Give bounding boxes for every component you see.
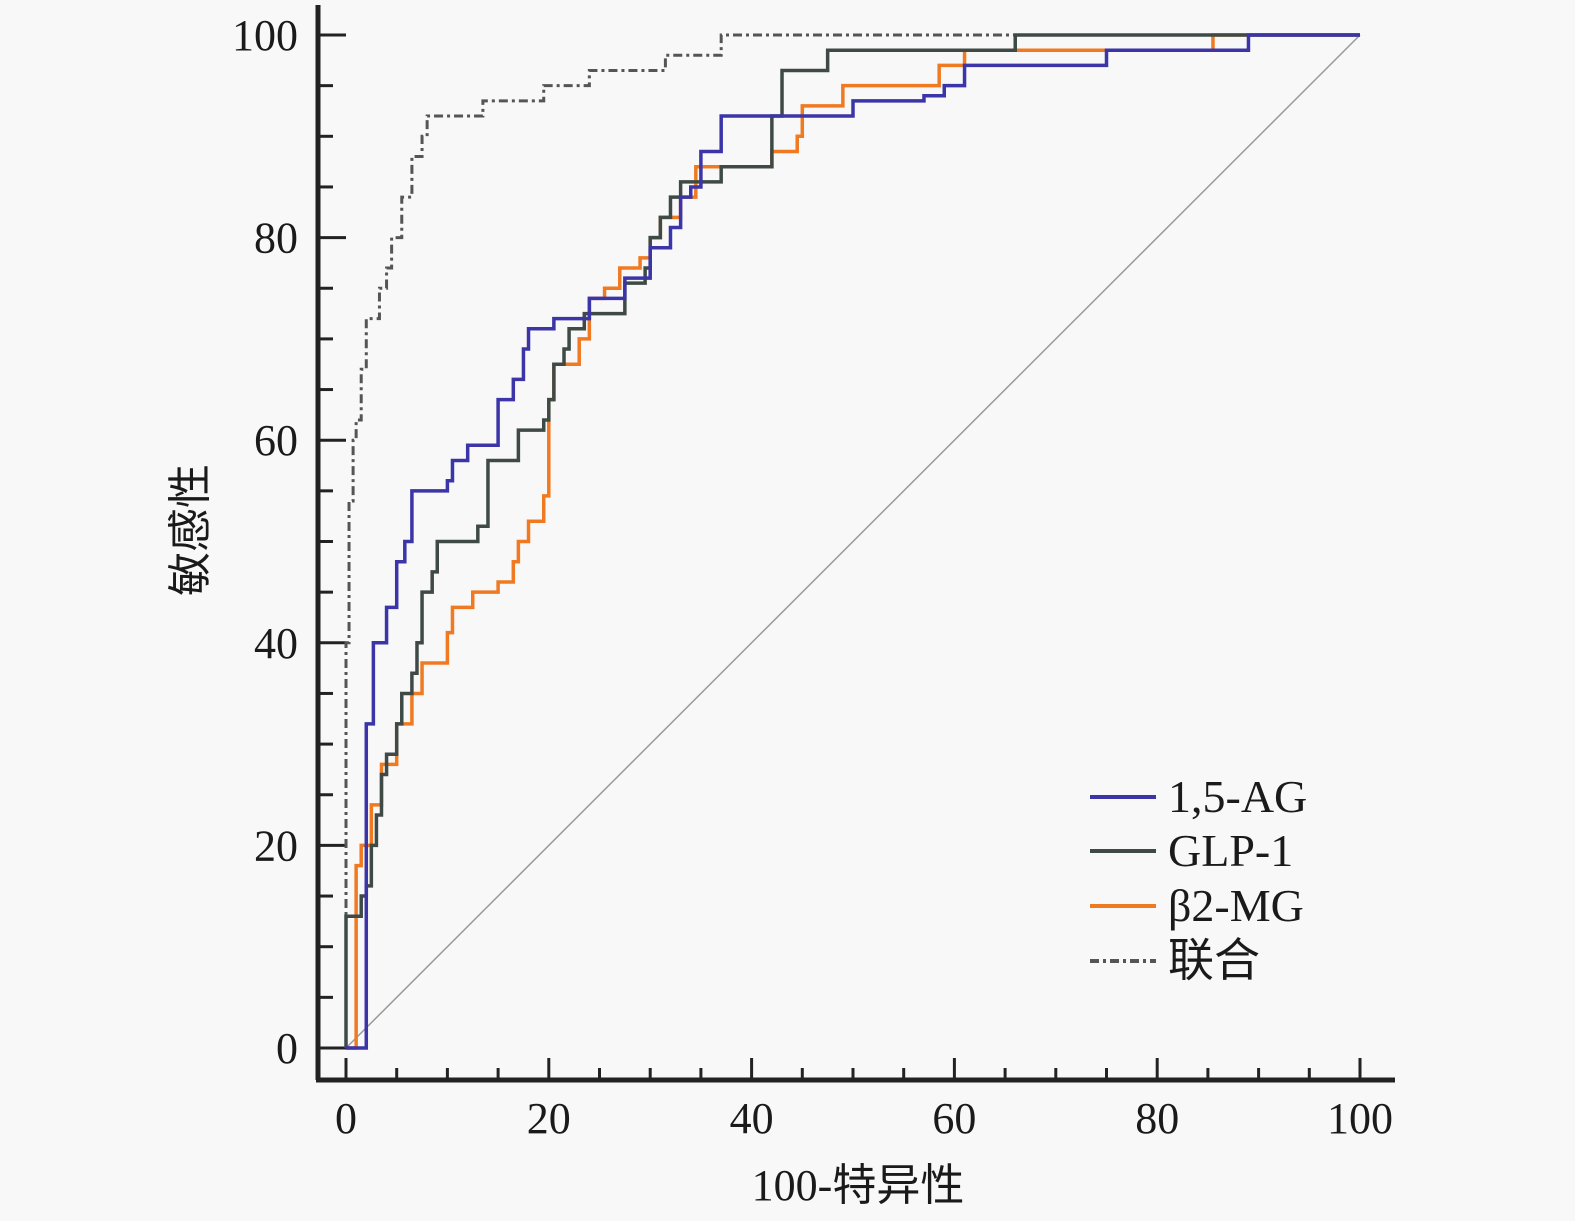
roc-curve-GLP-1 <box>344 33 1360 1048</box>
legend-item: 1,5-AG <box>1090 771 1307 822</box>
legend-item: β2-MG <box>1090 880 1304 931</box>
legend: 1,5-AG GLP-1 β2-MG 联合 <box>1090 771 1307 986</box>
legend-label: GLP-1 <box>1168 825 1293 876</box>
x-tick-label: 0 <box>335 1094 357 1143</box>
x-axis-title: 100-特异性 <box>752 1161 965 1210</box>
x-tick-label: 20 <box>527 1094 571 1143</box>
x-tick-label: 100 <box>1327 1094 1393 1143</box>
x-tick-label: 40 <box>730 1094 774 1143</box>
y-tick-label: 80 <box>254 214 298 263</box>
legend-label: 1,5-AG <box>1168 771 1307 822</box>
legend-label: β2-MG <box>1168 880 1304 931</box>
x-tick-labels: 0 20 40 60 80 100 <box>335 1094 1393 1143</box>
roc-curve-1,5-AG <box>346 33 1360 1050</box>
y-axis-title: 敏感性 <box>166 464 215 596</box>
x-tick-label: 60 <box>932 1094 976 1143</box>
legend-item: GLP-1 <box>1090 825 1293 876</box>
y-tick-label: 20 <box>254 821 298 870</box>
y-tick-label: 60 <box>254 416 298 465</box>
y-tick-label: 40 <box>254 619 298 668</box>
y-tick-labels: 0 20 40 60 80 100 <box>232 11 298 1073</box>
reference-diagonal <box>345 34 1361 1049</box>
x-tick-label: 80 <box>1135 1094 1179 1143</box>
roc-curves <box>344 33 1360 1050</box>
legend-item: 联合 <box>1090 935 1260 986</box>
y-tick-label: 0 <box>276 1024 298 1073</box>
roc-curve-联合 <box>344 33 1360 1048</box>
legend-label: 联合 <box>1168 935 1260 986</box>
axes <box>315 5 1395 1083</box>
y-tick-label: 100 <box>232 11 298 60</box>
